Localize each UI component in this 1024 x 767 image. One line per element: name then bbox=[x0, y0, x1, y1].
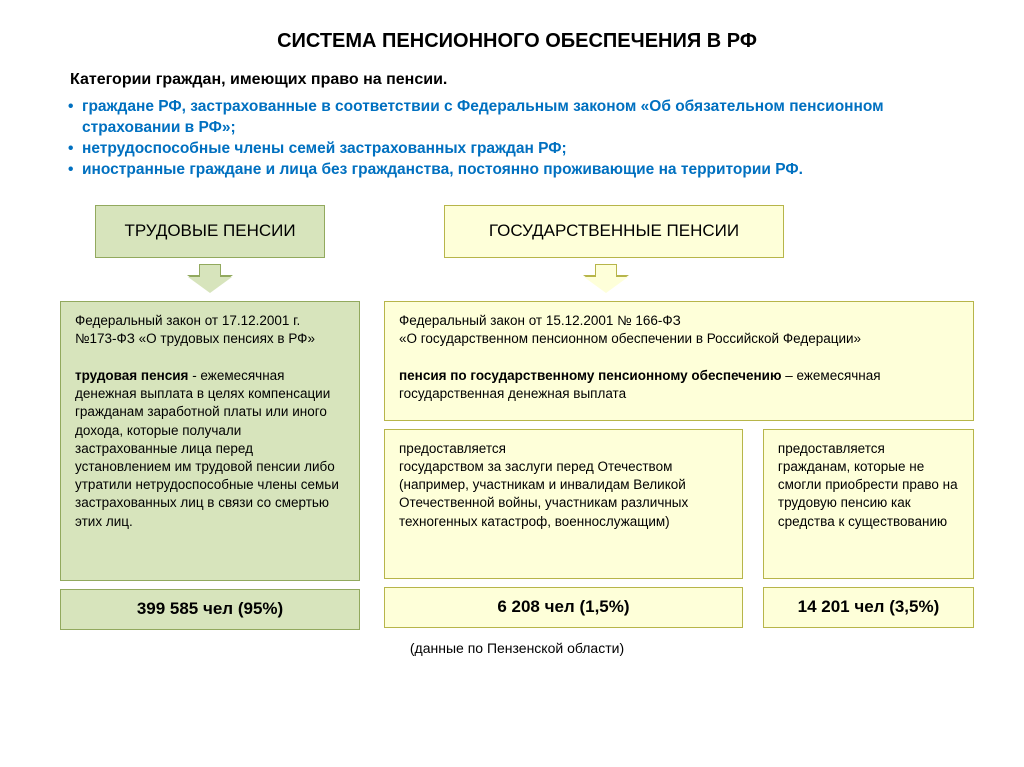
state-pension-stat-b: 14 201 чел (3,5%) bbox=[763, 587, 974, 628]
arrow-down-icon bbox=[60, 264, 360, 293]
footer-source: (данные по Пензенской области) bbox=[60, 640, 974, 656]
term-label: трудовая пенсия bbox=[75, 368, 188, 383]
state-pensions-header: ГОСУДАРСТВЕННЫЕ ПЕНСИИ bbox=[444, 205, 784, 258]
law-text: Федеральный закон от 17.12.2001 г. №173-… bbox=[75, 312, 345, 348]
labor-pensions-column: ТРУДОВЫЕ ПЕНСИИ Федеральный закон от 17.… bbox=[60, 205, 360, 630]
labor-pensions-stat: 399 585 чел (95%) bbox=[60, 589, 360, 630]
labor-pensions-header: ТРУДОВЫЕ ПЕНСИИ bbox=[95, 205, 325, 258]
definition-text: - ежемесячная денежная выплата в целях к… bbox=[75, 368, 339, 529]
categories-list: граждане РФ, застрахованные в соответств… bbox=[66, 97, 974, 181]
term-definition: пенсия по государственному пенсионному о… bbox=[399, 367, 959, 403]
labor-pensions-definition: Федеральный закон от 17.12.2001 г. №173-… bbox=[60, 301, 360, 581]
state-pensions-subboxes: предоставляется государством за заслуги … bbox=[384, 429, 974, 628]
categories-subtitle: Категории граждан, имеющих право на пенс… bbox=[70, 71, 974, 89]
state-pension-stat-a: 6 208 чел (1,5%) bbox=[384, 587, 743, 628]
diagram-columns: ТРУДОВЫЕ ПЕНСИИ Федеральный закон от 17.… bbox=[60, 205, 974, 630]
list-item: нетрудоспособные члены семей застрахован… bbox=[66, 139, 974, 160]
state-pensions-column: ГОСУДАРСТВЕННЫЕ ПЕНСИИ Федеральный закон… bbox=[384, 205, 974, 628]
term-definition: трудовая пенсия - ежемесячная денежная в… bbox=[75, 367, 345, 531]
state-pension-nolabor-box: предоставляется гражданам, которые не см… bbox=[763, 429, 974, 579]
law-text-line2: «О государственном пенсионном обеспечени… bbox=[399, 330, 959, 348]
state-pension-merit-box: предоставляется государством за заслуги … bbox=[384, 429, 743, 579]
term-label: пенсия по государственному пенсионному о… bbox=[399, 368, 782, 383]
law-text-line1: Федеральный закон от 15.12.2001 № 166-ФЗ bbox=[399, 312, 959, 330]
list-item: иностранные граждане и лица без гражданс… bbox=[66, 160, 974, 181]
list-item: граждане РФ, застрахованные в соответств… bbox=[66, 97, 974, 139]
arrow-down-icon bbox=[584, 264, 628, 293]
page-title: СИСТЕМА ПЕНСИОННОГО ОБЕСПЕЧЕНИЯ В РФ bbox=[60, 30, 974, 53]
state-pensions-definition: Федеральный закон от 15.12.2001 № 166-ФЗ… bbox=[384, 301, 974, 421]
